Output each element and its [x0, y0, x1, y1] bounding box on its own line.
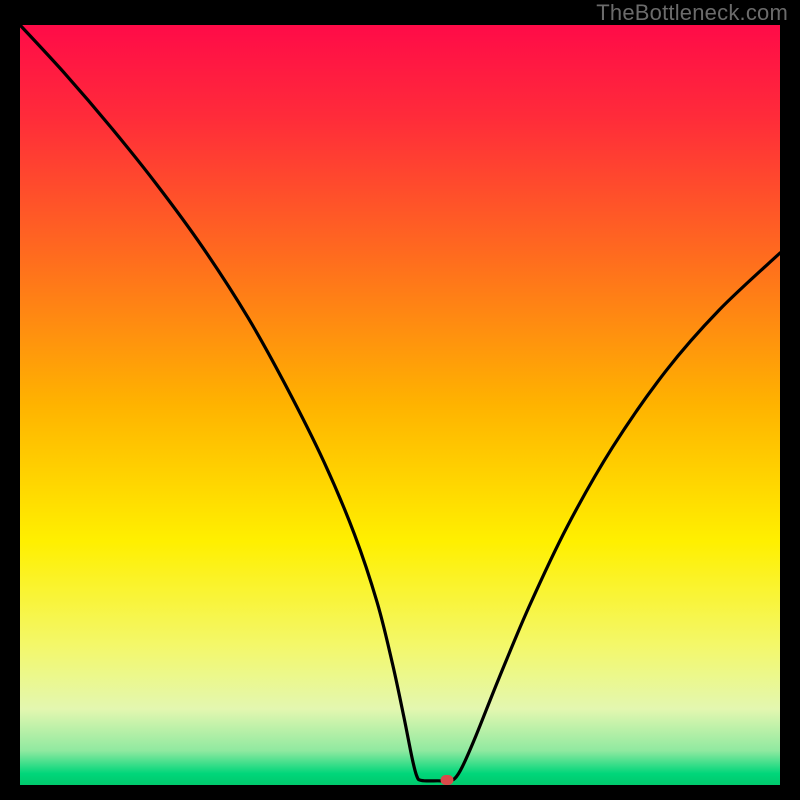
watermark-text: TheBottleneck.com [596, 0, 788, 26]
bottleneck-curve [20, 25, 780, 785]
plot-area [20, 25, 780, 785]
curve-path [20, 25, 780, 781]
optimal-marker [441, 775, 454, 785]
